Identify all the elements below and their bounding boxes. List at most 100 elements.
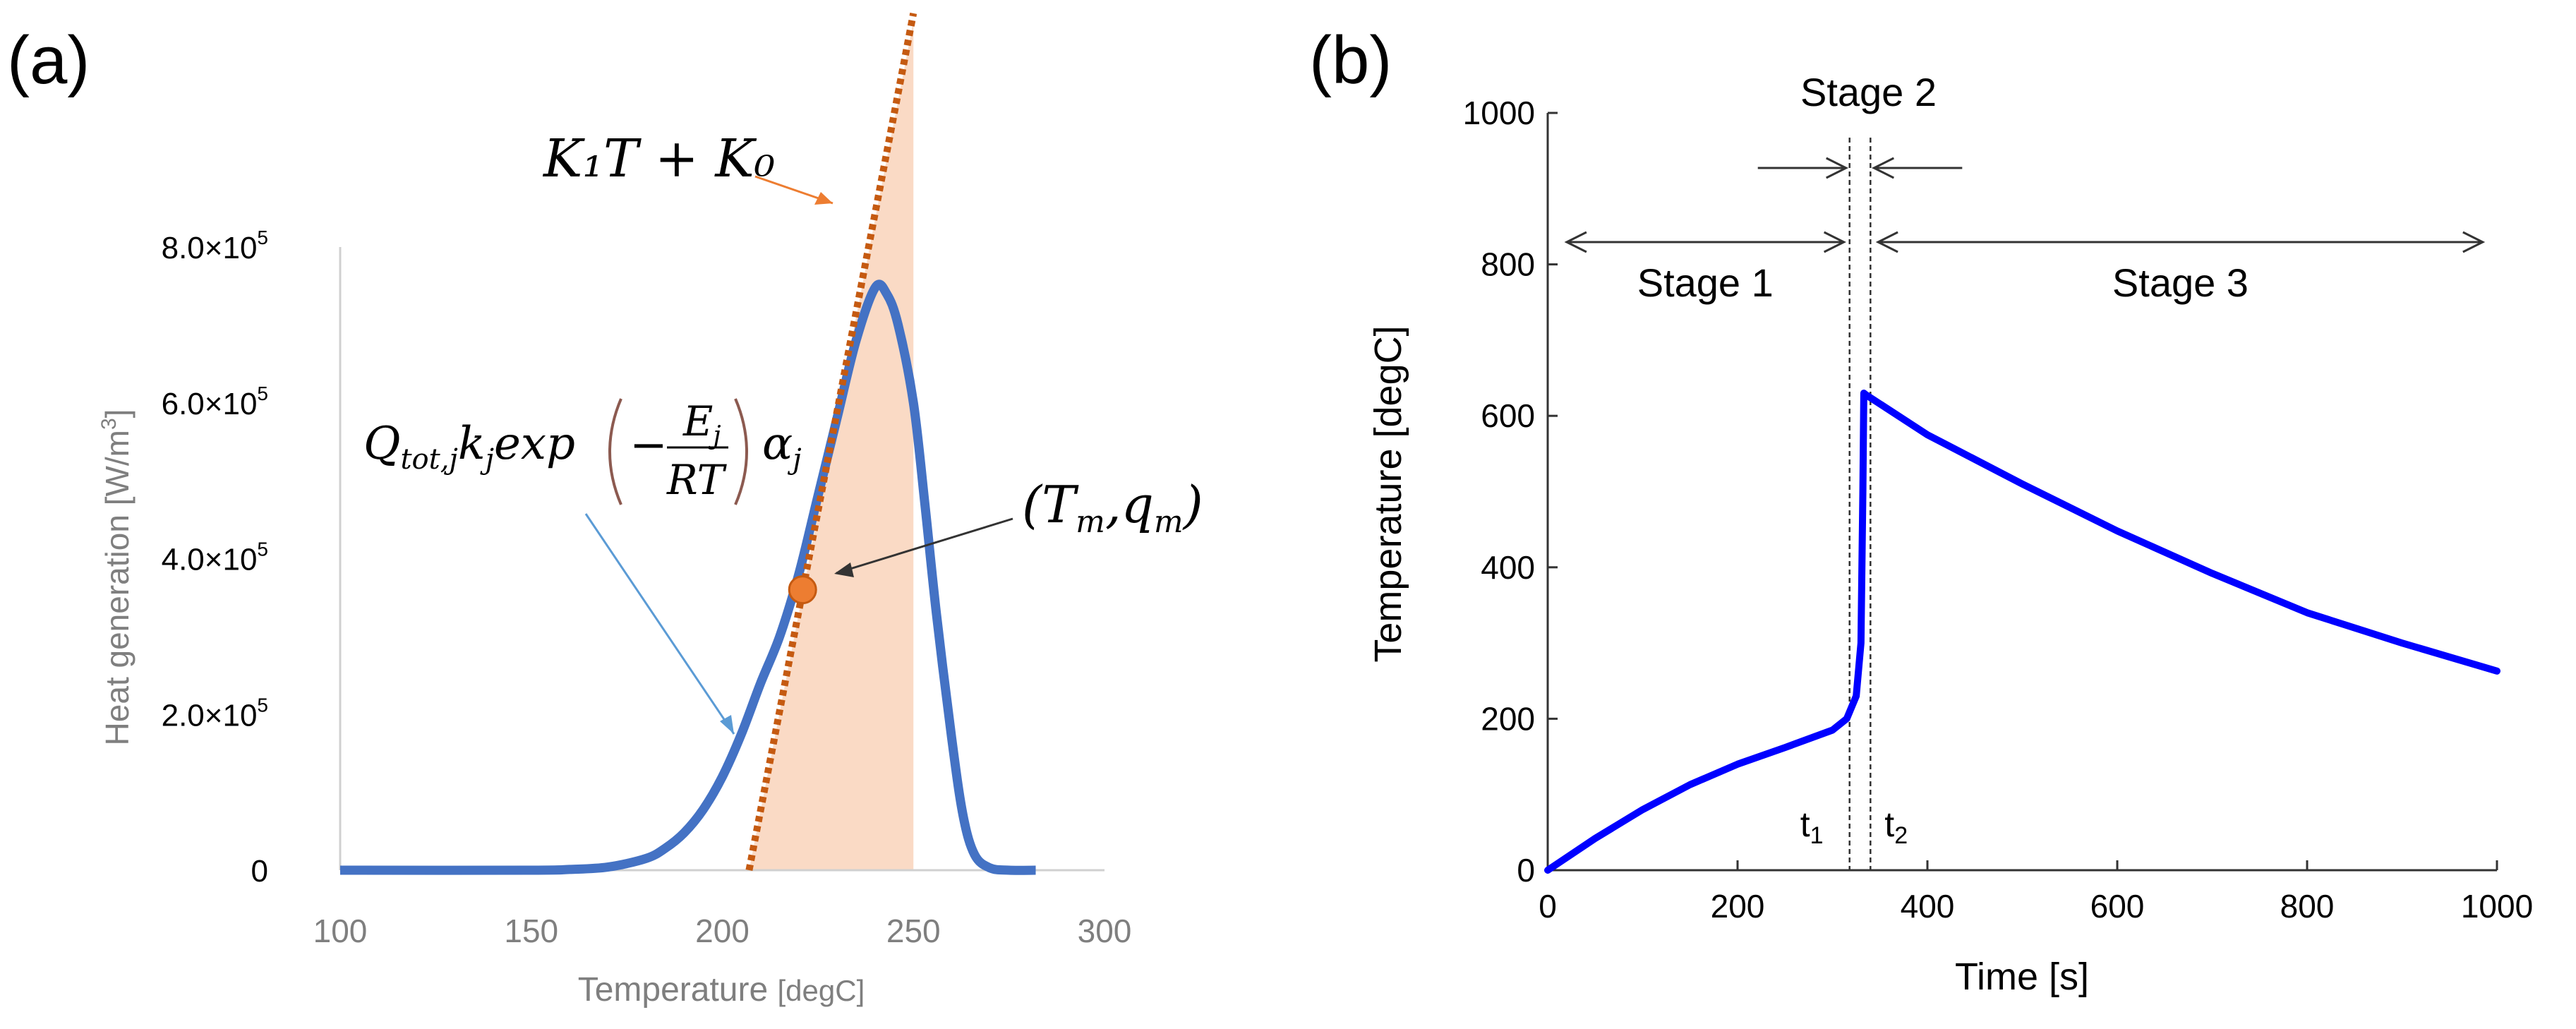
point-label-arrow xyxy=(836,517,1013,574)
y-ticks: 0 200 400 600 800 1000 xyxy=(1463,95,1558,889)
t2-sub: 2 xyxy=(1894,822,1908,849)
y-tick-times: ×10 xyxy=(205,387,258,421)
temperature-curve xyxy=(1544,390,2500,874)
panel-b-label: (b) xyxy=(1309,23,1392,98)
arrowhead xyxy=(2462,231,2486,253)
equation-text: Qtot,jkjexp xyxy=(363,418,575,476)
stage-annotations: Stage 1 Stage 3 Stage 2 xyxy=(1564,70,2486,305)
y-tick-label: 400 xyxy=(1481,549,1535,586)
point-label-arrowhead xyxy=(834,562,854,577)
eq-Q: Q xyxy=(363,418,400,470)
x-tick-label: 250 xyxy=(886,913,941,949)
y-tick-mantissa: 8.0 xyxy=(162,231,205,265)
y-axis-title: Temperature [degC] xyxy=(1367,325,1409,662)
eq-E: E xyxy=(682,397,713,445)
t2-base: t xyxy=(1884,805,1894,844)
y-tick-label: 200 xyxy=(1481,700,1535,737)
y-tick-label: 0 xyxy=(1517,852,1535,889)
arrowhead xyxy=(1564,231,1587,253)
linear-fit-line xyxy=(745,12,917,871)
series-layer xyxy=(339,12,1036,875)
x-tick-label: 300 xyxy=(1078,913,1132,949)
y-tick-times: ×10 xyxy=(205,543,258,577)
arrowhead xyxy=(1875,231,1898,253)
equation-arrow xyxy=(584,513,735,735)
x-axis-title: Time [s] xyxy=(1955,956,2089,998)
y-tick-mantissa: 6.0 xyxy=(162,387,205,421)
panel-a-label: (a) xyxy=(7,23,90,98)
x-tick-label: 1000 xyxy=(2461,888,2533,925)
point-label: (Tm,qm) xyxy=(1022,475,1203,540)
y-tick-exp: 5 xyxy=(257,694,268,716)
t-markers: t1 t2 xyxy=(1800,138,1908,870)
x-tick-label: 200 xyxy=(695,913,750,949)
y-axis-title-close: ] xyxy=(99,409,136,419)
x-tick-label: 0 xyxy=(1539,888,1557,925)
y-axis-title: Heat generation [W/m3] xyxy=(97,409,136,746)
y-tick-mantissa: 4.0 xyxy=(162,543,205,577)
panel-a: (a) 100 150 200 250 300 02.0×1054.0×1056.0×1… xyxy=(7,12,1203,1009)
equation-arrowhead xyxy=(720,715,734,734)
x-tick-label: 200 xyxy=(1711,888,1765,925)
point-label-T: (T xyxy=(1022,475,1079,534)
series-layer xyxy=(1544,390,2500,874)
panel-b: (b) 0 200 400 600 800 1000 02004006008001000 … xyxy=(1309,23,2533,998)
rate-equation: Qtot,jkjexp − Ej RT αj xyxy=(363,397,802,505)
eq-exp: exp xyxy=(494,418,575,470)
y-tick-label: 4.0×105 xyxy=(162,538,268,577)
x-tick-labels: 100 150 200 250 300 xyxy=(313,913,1132,949)
y-axis-title-sup: 3 xyxy=(97,418,121,430)
point-label-q: ,q xyxy=(1105,475,1154,534)
y-tick-label: 0 xyxy=(251,854,268,889)
y-tick-times: ×10 xyxy=(205,698,258,733)
x-tick-label: 400 xyxy=(1901,888,1955,925)
eq-alpha-text: αj xyxy=(762,418,802,476)
eq-minus: − xyxy=(630,419,668,471)
eq-right-paren xyxy=(734,398,748,505)
eq-alpha: α xyxy=(762,418,793,470)
y-tick-exp: 5 xyxy=(257,538,268,560)
y-tick-exp: 5 xyxy=(257,383,268,404)
eq-left-paren xyxy=(608,398,622,505)
tangent-point xyxy=(788,575,817,605)
eq-RT: RT xyxy=(666,456,728,504)
y-tick-times: ×10 xyxy=(205,231,258,265)
eq-Q-sub: tot,j xyxy=(400,443,457,476)
t1-label: t1 xyxy=(1800,805,1824,849)
t1-sub: 1 xyxy=(1810,822,1824,849)
x-tick-label: 100 xyxy=(313,913,368,949)
y-axis-title-text: Heat generation [W/m xyxy=(99,430,136,745)
y-tick-label: 8.0×105 xyxy=(162,227,268,265)
point-label-m1: m xyxy=(1076,504,1105,540)
t1-base: t xyxy=(1800,805,1810,844)
y-tick-mantissa: 0 xyxy=(251,854,268,889)
y-tick-mantissa: 2.0 xyxy=(162,698,205,733)
y-tick-label: 6.0×105 xyxy=(162,383,268,421)
t2-label: t2 xyxy=(1884,805,1908,849)
x-ticks: 0 200 400 600 800 1000 xyxy=(1539,860,2533,925)
heat-generation-curve xyxy=(339,279,1036,875)
stage-label: Stage 3 xyxy=(2112,260,2249,305)
x-axis-title-text: Temperature xyxy=(578,971,778,1009)
arrowhead xyxy=(1826,157,1849,179)
x-tick-label: 600 xyxy=(2090,888,2145,925)
point-label-close: ) xyxy=(1182,475,1203,534)
linear-fit-arrowhead xyxy=(814,192,833,205)
eq-k: k xyxy=(458,418,486,470)
linear-fit-label: K₁T + K₀ xyxy=(542,128,775,189)
y-tick-label: 2.0×105 xyxy=(162,694,268,733)
eq-E-text: Ej xyxy=(682,397,721,450)
y-tick-label: 800 xyxy=(1481,246,1535,283)
arrowhead xyxy=(1823,231,1846,253)
y-tick-label: 600 xyxy=(1481,397,1535,434)
y-tick-exp: 5 xyxy=(257,227,268,248)
arrowhead xyxy=(1871,157,1894,179)
x-tick-label: 800 xyxy=(2280,888,2335,925)
y-tick-label: 1000 xyxy=(1463,95,1535,131)
x-axis-title-unit: [degC] xyxy=(778,974,865,1007)
stage-label: Stage 2 xyxy=(1800,70,1937,114)
stage-label: Stage 1 xyxy=(1637,260,1774,305)
x-axis-title: Temperature [degC] xyxy=(578,971,865,1009)
